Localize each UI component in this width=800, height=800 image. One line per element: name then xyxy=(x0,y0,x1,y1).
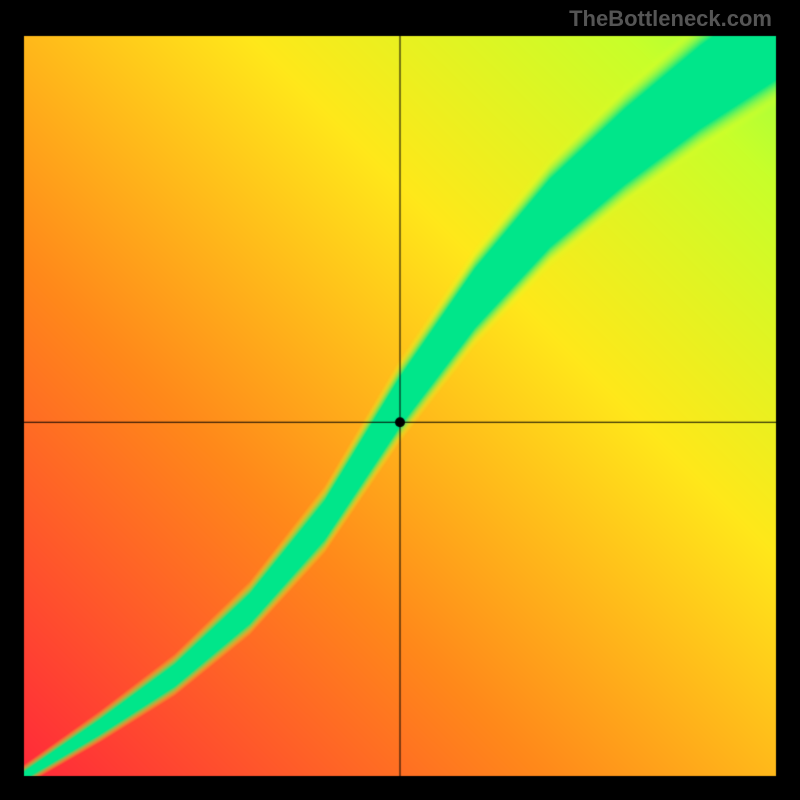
watermark-text: TheBottleneck.com xyxy=(569,6,772,32)
chart-container: TheBottleneck.com xyxy=(0,0,800,800)
heatmap-canvas xyxy=(0,0,800,800)
